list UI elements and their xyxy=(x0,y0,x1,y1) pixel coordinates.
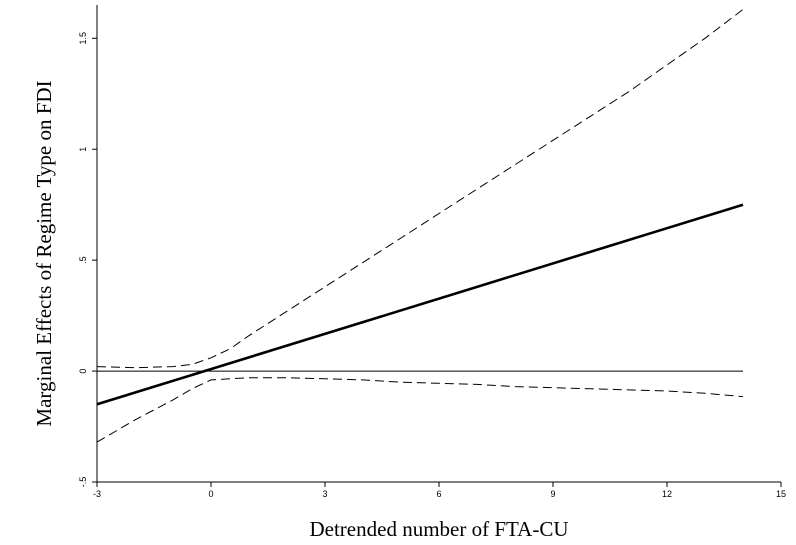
y-tick-label: -.5 xyxy=(78,477,88,488)
axes xyxy=(96,5,781,483)
x-tick-label: 12 xyxy=(662,489,672,499)
point-estimate-line xyxy=(96,203,744,406)
lower-confidence-bound-line xyxy=(96,377,744,443)
x-tick-label: 9 xyxy=(550,489,555,499)
y-tick-label: .5 xyxy=(78,256,88,264)
y-ticks: -.5 0 .5 1 1.5 xyxy=(78,32,97,487)
x-ticks: -3 0 3 6 9 12 15 xyxy=(93,482,786,499)
x-tick-label: -3 xyxy=(93,489,101,499)
upper-confidence-bound-line xyxy=(96,9,744,369)
x-axis-label: Detrended number of FTA-CU xyxy=(309,517,568,541)
x-tick-label: 6 xyxy=(436,489,441,499)
y-tick-label: 1.5 xyxy=(78,32,88,45)
plot-lines xyxy=(96,9,744,443)
y-axis-label: Marginal Effects of Regime Type on FDI xyxy=(32,80,56,426)
x-tick-label: 3 xyxy=(322,489,327,499)
x-tick-label: 15 xyxy=(776,489,786,499)
y-tick-label: 0 xyxy=(78,369,88,374)
x-tick-label: 0 xyxy=(208,489,213,499)
y-tick-label: 1 xyxy=(78,147,88,152)
